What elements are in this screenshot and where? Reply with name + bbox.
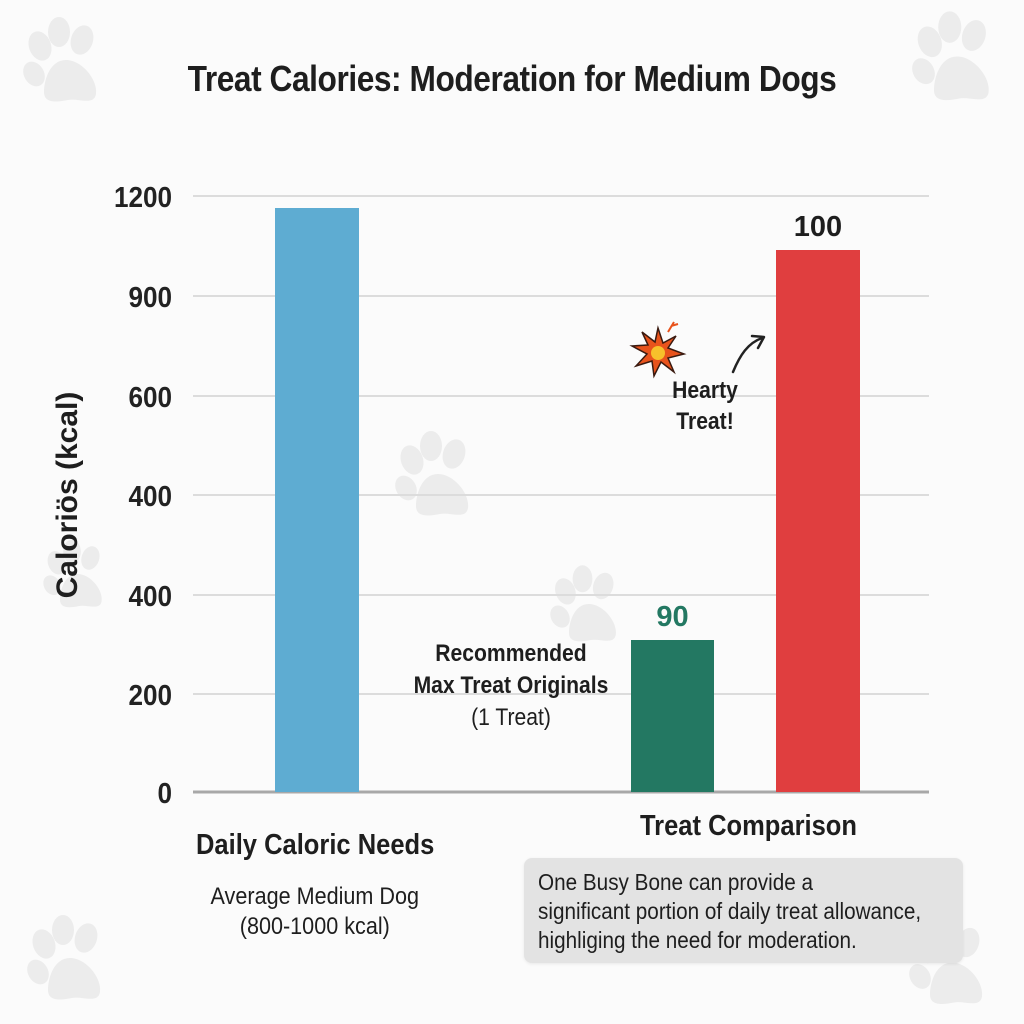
- y-tick-label: 1200: [114, 181, 172, 214]
- annotation-recommended: Recommended Max Treat Originals (1 Treat…: [410, 638, 612, 734]
- annotation-hearty-treat: Hearty Treat!: [657, 375, 754, 437]
- paw-print-icon: [542, 556, 632, 652]
- paw-print-icon: [36, 534, 116, 614]
- bar-recommended-max-treat: [631, 640, 714, 792]
- bar-busy-bone: [776, 250, 860, 792]
- y-tick-label: 200: [128, 679, 172, 712]
- sublabel-line: (800-1000 kcal): [239, 913, 390, 940]
- arrow-head-icon: [750, 334, 766, 350]
- annotation-line: Max Treat Originals: [413, 672, 609, 699]
- paw-print-icon: [16, 908, 120, 1008]
- bar-daily-caloric-needs: [275, 208, 359, 792]
- note-text: One Busy Bone can provide a significant …: [538, 869, 922, 953]
- y-tick-label: 400: [128, 580, 172, 613]
- x-category-label-daily: Daily Caloric Needs: [196, 829, 435, 861]
- note-box: One Busy Bone can provide a significant …: [524, 858, 963, 963]
- y-axis-label: Caloriös (kcal): [51, 391, 84, 599]
- annotation-line: Recommended: [435, 640, 587, 667]
- y-tick-label: 400: [128, 480, 172, 513]
- annotation-line: (1 Treat): [471, 704, 551, 731]
- explosion-icon: [629, 321, 687, 379]
- sublabel-line: Average Medium Dog: [210, 883, 420, 910]
- annotation-line: Treat!: [676, 408, 734, 435]
- bar-data-label: 90: [656, 601, 688, 633]
- y-tick-label: 0: [157, 777, 172, 810]
- y-tick-label: 600: [128, 381, 172, 414]
- curved-arrow-icon: [731, 336, 764, 374]
- annotation-line: Hearty: [672, 377, 738, 404]
- chart-title: Treat Calories: Moderation for Medium Do…: [187, 58, 837, 99]
- bar-data-label: 100: [794, 211, 842, 243]
- y-tick-label: 900: [128, 281, 172, 314]
- x-category-sublabel-daily: Average Medium Dog (800-1000 kcal): [196, 882, 434, 942]
- paw-print-icon: [14, 10, 114, 110]
- paw-print-icon: [900, 4, 1010, 109]
- x-category-label-treat: Treat Comparison: [640, 810, 857, 842]
